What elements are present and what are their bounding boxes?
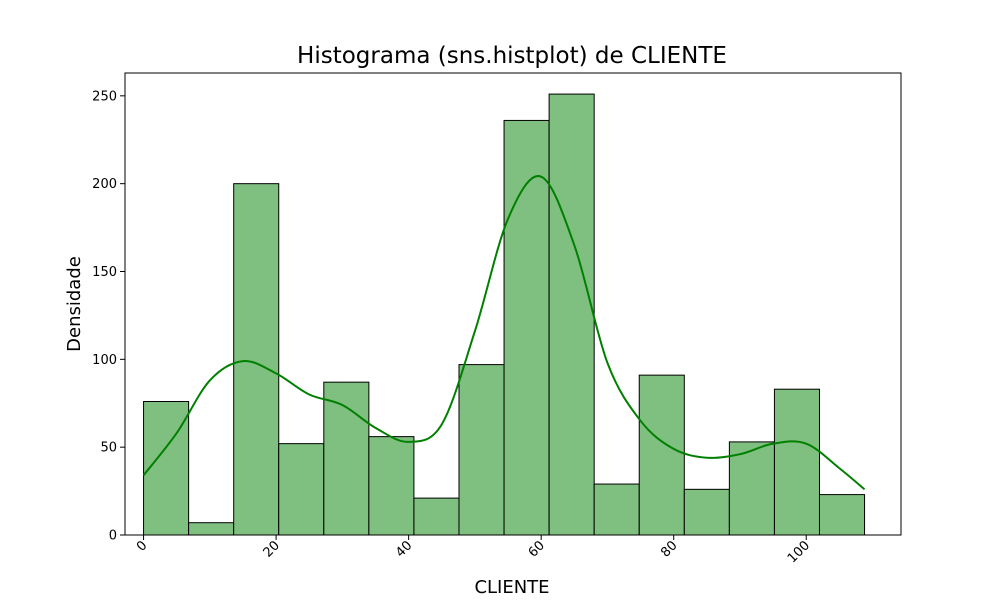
kde-curve — [142, 175, 866, 491]
histogram-bar — [818, 494, 866, 536]
histogram-bar — [458, 364, 505, 536]
y-axis: 0 50 100 150 200 250 — [92, 89, 125, 544]
histogram-bar — [323, 381, 370, 536]
y-tick-label: 250 — [92, 89, 117, 104]
histogram-bar — [278, 443, 325, 536]
histogram-bar — [728, 441, 775, 536]
histogram-bar — [503, 119, 550, 536]
histogram-bar — [368, 436, 415, 536]
plot-frame — [124, 72, 902, 536]
y-tick-label: 50 — [100, 441, 117, 456]
histogram-bar — [773, 388, 820, 536]
y-tick-label: 200 — [92, 177, 117, 192]
histogram-bar — [143, 400, 190, 536]
histogram-bar — [413, 497, 460, 536]
x-axis: 0 20 40 60 80 100 — [134, 535, 813, 566]
x-tick-label: 0 — [134, 538, 150, 554]
x-tick-label: 20 — [261, 538, 283, 560]
histogram-bar — [233, 183, 280, 536]
x-tick-label: 40 — [393, 538, 415, 560]
y-tick-label: 0 — [109, 529, 117, 544]
x-tick-label: 80 — [658, 538, 680, 560]
bars-group — [143, 93, 866, 536]
x-axis-label: CLIENTE — [474, 577, 549, 598]
y-tick-label: 150 — [92, 265, 117, 280]
x-tick-label: 60 — [526, 538, 548, 560]
y-tick-label: 100 — [92, 353, 117, 368]
histogram-bar — [638, 374, 685, 536]
chart-title: Histograma (sns.histplot) de CLIENTE — [297, 43, 727, 69]
x-tick-label: 100 — [785, 538, 813, 566]
histogram-bar — [593, 483, 640, 536]
histogram-bar — [548, 93, 595, 536]
histogram-bar — [188, 522, 235, 536]
y-axis-label: Densidade — [64, 256, 85, 352]
histogram-bar — [683, 488, 730, 536]
